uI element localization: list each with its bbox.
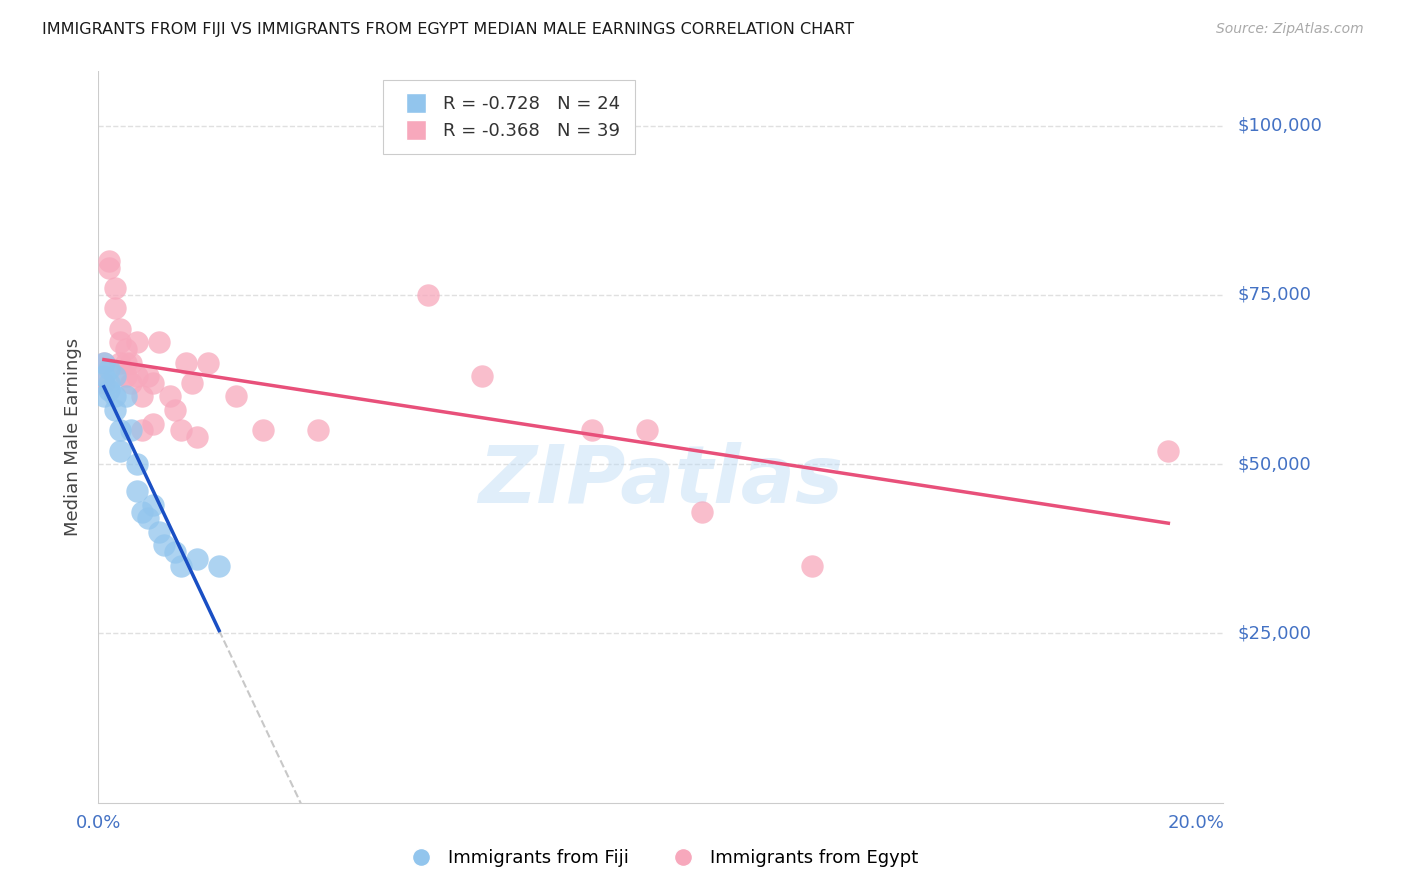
Point [153, 538, 176, 552]
Point [110, 335, 132, 350]
Point [120, 423, 142, 437]
Point [416, 288, 439, 302]
Point [180, 376, 202, 390]
Point [104, 403, 127, 417]
Point [131, 423, 153, 437]
Point [225, 389, 247, 403]
Point [636, 423, 658, 437]
Text: $25,000: $25,000 [1237, 624, 1312, 642]
Point [170, 423, 193, 437]
Point [307, 423, 329, 437]
Point [125, 484, 148, 499]
Point [186, 552, 208, 566]
Point [131, 389, 153, 403]
Point [110, 355, 132, 369]
Point [104, 281, 127, 295]
Text: $50,000: $50,000 [1237, 455, 1310, 473]
Point [93, 369, 115, 384]
Point [120, 376, 142, 390]
Point [136, 369, 159, 384]
Text: Source: ZipAtlas.com: Source: ZipAtlas.com [1216, 22, 1364, 37]
Point [170, 558, 193, 573]
Point [174, 355, 197, 369]
Legend: Immigrants from Fiji, Immigrants from Egypt: Immigrants from Fiji, Immigrants from Eg… [396, 842, 925, 874]
Point [104, 301, 127, 316]
Text: $75,000: $75,000 [1237, 285, 1312, 304]
Text: ZIPatlas: ZIPatlas [478, 442, 844, 520]
Point [110, 423, 132, 437]
Point [104, 369, 127, 384]
Point [93, 355, 115, 369]
Point [93, 355, 115, 369]
Point [110, 322, 132, 336]
Point [120, 355, 142, 369]
Point [115, 369, 138, 384]
Point [197, 355, 219, 369]
Point [115, 389, 138, 403]
Point [98, 254, 121, 268]
Point [142, 498, 165, 512]
Point [93, 376, 115, 390]
Point [148, 335, 170, 350]
Point [471, 369, 494, 384]
Text: $100,000: $100,000 [1237, 117, 1322, 135]
Point [165, 545, 187, 559]
Point [581, 423, 603, 437]
Point [125, 335, 148, 350]
Text: IMMIGRANTS FROM FIJI VS IMMIGRANTS FROM EGYPT MEDIAN MALE EARNINGS CORRELATION C: IMMIGRANTS FROM FIJI VS IMMIGRANTS FROM … [42, 22, 855, 37]
Point [690, 505, 713, 519]
Point [115, 342, 138, 356]
Point [252, 423, 274, 437]
Point [142, 417, 165, 431]
Point [165, 403, 187, 417]
Point [131, 505, 153, 519]
Point [1157, 443, 1180, 458]
Point [142, 376, 165, 390]
Point [98, 362, 121, 376]
Point [159, 389, 181, 403]
Point [98, 260, 121, 275]
Point [148, 524, 170, 539]
Point [125, 457, 148, 471]
Point [125, 369, 148, 384]
Point [115, 355, 138, 369]
Point [98, 376, 121, 390]
Point [110, 443, 132, 458]
Point [800, 558, 823, 573]
Point [208, 558, 231, 573]
Point [93, 389, 115, 403]
Y-axis label: Median Male Earnings: Median Male Earnings [63, 338, 82, 536]
Point [136, 511, 159, 525]
Point [104, 389, 127, 403]
Point [186, 430, 208, 444]
Point [98, 383, 121, 397]
